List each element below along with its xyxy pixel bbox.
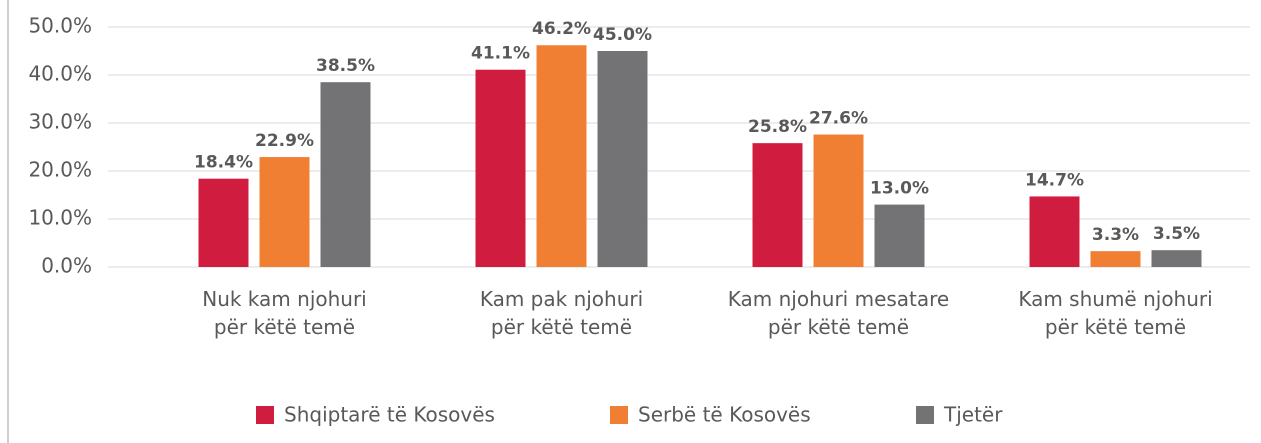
y-tick-label: 50.0% <box>28 14 92 38</box>
x-tick-label: Kam pak njohuri për këtë temë <box>479 287 644 339</box>
bar <box>1029 196 1080 267</box>
bar <box>752 143 803 267</box>
legend-label: Tjetër <box>943 403 1003 427</box>
data-label: 45.0% <box>593 25 652 45</box>
y-tick-label: 0.0% <box>41 254 92 278</box>
bar <box>320 82 371 267</box>
data-label: 3.3% <box>1092 225 1139 245</box>
data-label: 3.5% <box>1153 224 1200 244</box>
y-tick-label: 30.0% <box>28 110 92 134</box>
x-tick-label: Kam njohuri mesatare për këtë temë <box>727 287 950 339</box>
bar <box>536 45 587 267</box>
legend-swatch <box>610 406 628 424</box>
bar <box>1090 251 1141 267</box>
data-label: 14.7% <box>1025 170 1084 190</box>
data-label: 46.2% <box>532 19 591 39</box>
data-label: 27.6% <box>809 109 868 129</box>
legend-swatch <box>256 406 274 424</box>
legend-label: Shqiptarë të Kosovës <box>284 403 495 427</box>
bar <box>259 157 310 267</box>
x-tick-label: Kam shumë njohuri për këtë temë <box>1018 287 1213 339</box>
bar <box>475 69 526 267</box>
y-tick-label: 20.0% <box>28 158 92 182</box>
data-label: 41.1% <box>471 44 530 64</box>
bar <box>874 204 925 267</box>
legend-swatch <box>916 406 934 424</box>
data-label: 38.5% <box>316 56 375 76</box>
bar <box>1151 250 1202 267</box>
y-tick-label: 10.0% <box>28 206 92 230</box>
y-tick-label: 40.0% <box>28 62 92 86</box>
bar <box>597 51 648 267</box>
data-label: 18.4% <box>194 153 253 173</box>
bar <box>813 134 864 267</box>
bar <box>198 178 249 267</box>
data-label: 13.0% <box>870 179 929 199</box>
x-tick-label: Nuk kam njohuri për këtë temë <box>202 287 367 339</box>
data-label: 25.8% <box>748 117 807 137</box>
data-label: 22.9% <box>255 131 314 151</box>
legend-label: Serbë të Kosovës <box>638 403 811 427</box>
